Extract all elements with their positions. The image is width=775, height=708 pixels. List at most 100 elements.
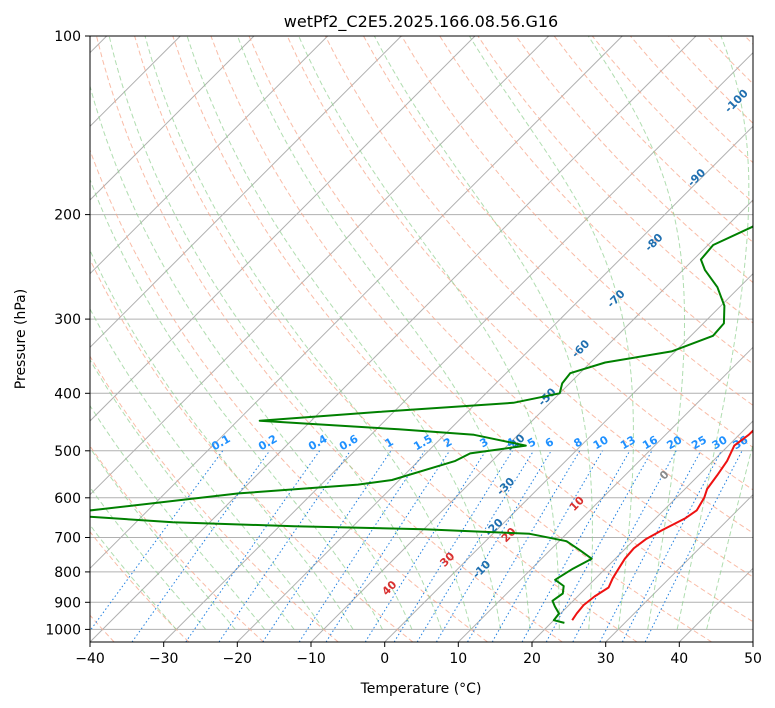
- dry-adiabat-label: -60: [569, 337, 592, 360]
- y-tick-label: 800: [54, 565, 81, 581]
- mixing-ratio-line: [467, 450, 581, 642]
- dry-adiabat: [90, 355, 339, 642]
- isotherm-gridline: [163, 51, 753, 642]
- y-tick-label: 1000: [45, 622, 81, 638]
- mixing-ratio-line: [131, 450, 271, 642]
- dry-adiabat: [591, 36, 753, 203]
- dry-adiabat: [363, 36, 753, 448]
- mixing-ratio-label: 13: [618, 433, 638, 452]
- isotherm-gridline: [90, 36, 623, 570]
- dry-adiabat: [90, 445, 264, 642]
- moist-adiabat: [373, 36, 593, 630]
- moist-adiabat: [468, 36, 634, 630]
- mixing-ratio-label: 1.5: [411, 432, 434, 453]
- dry-adiabat: [134, 36, 638, 642]
- moist-adiabat: [186, 36, 501, 630]
- mixing-ratio-line: [599, 450, 702, 642]
- y-tick-label: 300: [54, 312, 81, 328]
- dry-adiabat: [90, 258, 414, 642]
- profile-lines: [90, 225, 753, 624]
- dry-adiabat-label: -100: [722, 87, 751, 116]
- moist-adiabat-label: 40: [379, 578, 399, 598]
- dry-adiabat: [401, 36, 753, 407]
- moist-adiabat: [108, 36, 442, 630]
- dry-adiabat-label: -70: [604, 287, 627, 310]
- background-lines: [90, 36, 753, 642]
- mixing-ratio-label: 6: [543, 435, 556, 450]
- moist-adiabat: [587, 36, 685, 630]
- isotherm-gridline: [90, 36, 402, 349]
- dry-adiabat: [90, 148, 488, 642]
- x-tick-label: 30: [597, 651, 615, 667]
- mixing-ratio-line: [435, 450, 552, 642]
- dry-adiabat: [172, 36, 712, 642]
- y-tick-label: 400: [54, 386, 81, 402]
- moist-adiabat: [298, 36, 560, 630]
- isotherm-gridline: [752, 641, 753, 642]
- mixing-ratio-label: 16: [640, 433, 660, 452]
- mixing-ratio-label: 0.2: [256, 432, 279, 453]
- dry-adiabat: [324, 36, 753, 491]
- x-axis: −40 −30 −20 −10 0 10 20 30 40 50: [75, 642, 762, 667]
- moist-adiabat: [90, 307, 325, 630]
- moist-adiabat: [90, 249, 354, 630]
- isotherm-gridline: [90, 36, 255, 201]
- y-axis: 1000 900 800 700 600 500 400 300 200 100: [45, 29, 90, 638]
- dry-adiabat: [553, 36, 753, 243]
- mixing-ratio-label: 0.6: [337, 432, 361, 453]
- mixing-ratio-label: 10: [591, 433, 611, 452]
- isotherm-gridline: [90, 36, 476, 422]
- dry-adiabat: [210, 36, 753, 623]
- mixing-ratio-line: [185, 450, 321, 642]
- moist-adiabat: [90, 178, 383, 630]
- moist-adiabat-label: 10: [567, 493, 587, 513]
- dry-adiabat: [248, 36, 753, 578]
- dry-adiabat-label: -80: [642, 231, 665, 254]
- mixing-ratio-line: [262, 450, 392, 642]
- mixing-ratio-line: [218, 450, 351, 642]
- x-tick-label: 50: [744, 651, 762, 667]
- x-tick-label: 10: [449, 651, 467, 667]
- isotherm-gridline: [90, 36, 550, 496]
- moist-adiabat: [676, 36, 750, 630]
- moist-adiabat: [90, 84, 413, 630]
- x-axis-label: Temperature (°C): [360, 681, 482, 697]
- isotherm-gridline: [531, 420, 753, 642]
- y-axis-label: Pressure (hPa): [13, 289, 29, 389]
- dry-adiabat: [439, 36, 753, 365]
- moist-adiabat: [90, 404, 265, 630]
- chart-title: wetPf2_C2E5.2025.166.08.56.G16: [284, 12, 558, 32]
- temperature-line: [571, 429, 753, 621]
- x-tick-label: −20: [223, 651, 253, 667]
- mixing-ratio-line: [90, 450, 224, 632]
- moist-adiabat: [237, 36, 531, 630]
- mixing-ratio-label: 0.1: [209, 432, 232, 453]
- moist-adiabat: [144, 36, 472, 630]
- moist-adiabat: [706, 442, 753, 630]
- y-tick-label: 700: [54, 531, 81, 547]
- y-tick-label: 100: [54, 29, 81, 45]
- dry-adiabat: [515, 36, 753, 284]
- mixing-ratio-line: [364, 450, 487, 642]
- y-tick-label: 600: [54, 491, 81, 507]
- mixing-ratio-line: [521, 450, 631, 642]
- mixing-ratio-line: [416, 450, 534, 642]
- mixing-ratio-label: 20: [665, 433, 685, 452]
- isotherm-gridline: [90, 36, 697, 642]
- isotherm-gridline: [605, 493, 753, 642]
- mixing-ratio-line: [325, 450, 451, 642]
- mixing-ratio-label: 25: [689, 433, 709, 452]
- x-tick-label: −30: [149, 651, 179, 667]
- mixing-ratio-label: 30: [710, 433, 730, 452]
- plot-frame: [89, 35, 754, 643]
- mixing-ratio-line: [545, 450, 653, 642]
- y-tick-label: 500: [54, 444, 81, 460]
- x-tick-label: 0: [380, 651, 389, 667]
- dry-adiabat: [96, 36, 563, 642]
- x-tick-label: −10: [296, 651, 326, 667]
- mixing-ratio-line: [572, 450, 677, 642]
- mixing-ratio-line: [298, 450, 426, 642]
- dry-adiabat: [90, 530, 190, 642]
- dry-adiabat-label: -30: [494, 475, 517, 498]
- x-tick-label: 20: [523, 651, 541, 667]
